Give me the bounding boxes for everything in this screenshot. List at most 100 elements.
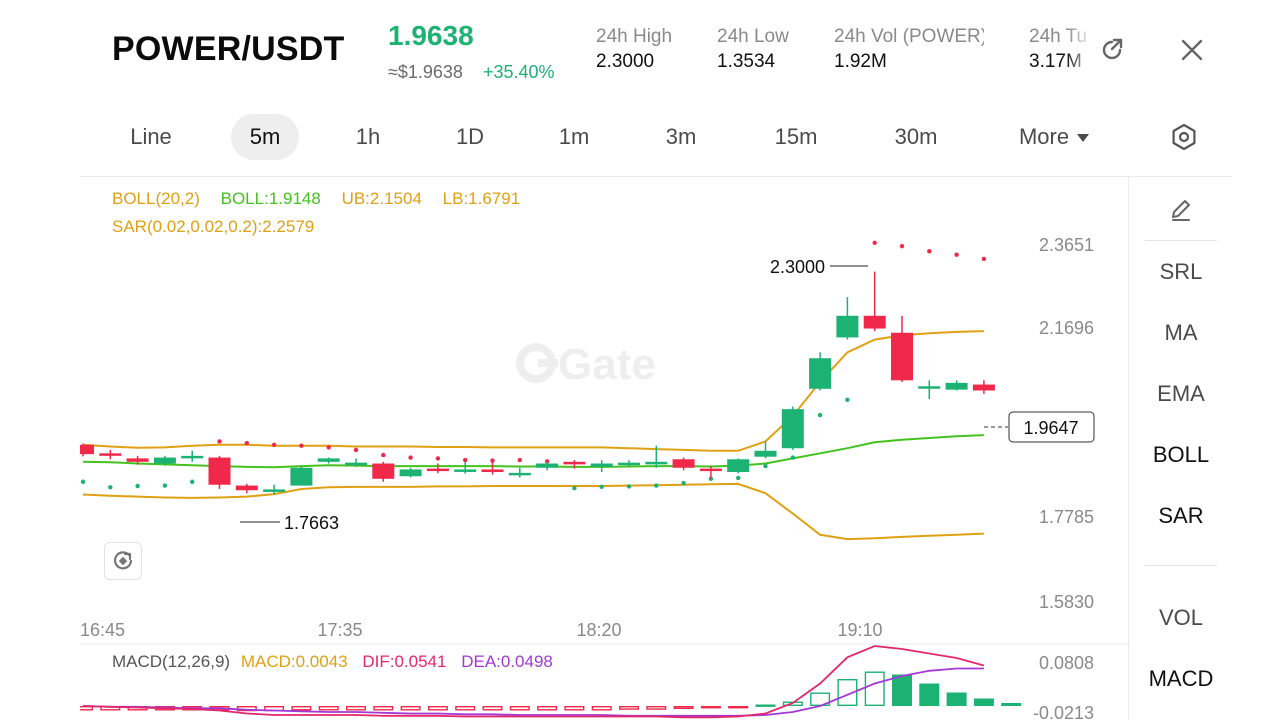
candle-body	[426, 468, 449, 472]
sar-dot	[817, 412, 823, 418]
dif-value: DIF:0.0541	[362, 652, 447, 671]
macd-bar	[946, 692, 967, 706]
candle-body	[153, 457, 176, 464]
settings-hexagon-icon	[1172, 123, 1196, 151]
chart-reset-button[interactable]	[104, 542, 142, 580]
boll-lines	[82, 330, 984, 541]
stat-label: 24h Vol (POWER)	[834, 26, 984, 47]
macd-value: MACD:0.0043	[240, 652, 348, 671]
indicator-vol[interactable]: VOL	[1158, 605, 1204, 630]
macd-bar	[755, 704, 776, 707]
sar-dot	[845, 397, 850, 403]
share-button[interactable]	[1094, 32, 1130, 68]
sar-dot	[435, 456, 441, 461]
sar-dot	[190, 479, 195, 484]
indicator-ema[interactable]: EMA	[1157, 381, 1205, 406]
timeframe-bar: Line 5m 1h 1D 1m 3m 15m 30m More	[0, 108, 1280, 166]
stat-label: 24h Low	[717, 26, 789, 47]
candle-body	[508, 472, 531, 476]
last-price-marker: 1.9647	[984, 411, 1095, 443]
tab-30m[interactable]: 30m	[894, 124, 938, 149]
market-header: POWER/USDT 1.9638 ≈$1.9638 +35.40% 24h H…	[0, 0, 1280, 100]
candle-body	[590, 463, 613, 467]
candle-body	[891, 332, 913, 381]
candle-body	[863, 315, 886, 329]
high-annotation: 2.3000	[770, 257, 868, 277]
chart-settings-button[interactable]	[1166, 119, 1202, 155]
price-change: +35.40%	[483, 62, 555, 82]
sar-value: SAR(0.02,0.02,0.2):2.2579	[112, 217, 315, 236]
tab-15m[interactable]: 15m	[774, 124, 818, 149]
price-usd: ≈$1.9638	[388, 62, 463, 82]
sar-dot	[681, 480, 686, 486]
sar-dot	[490, 458, 495, 463]
stat-value: 1.92M	[834, 51, 887, 72]
close-button[interactable]	[1174, 32, 1210, 68]
sar-dot	[763, 463, 768, 469]
candle-body	[836, 315, 859, 338]
tab-1d[interactable]: 1D	[455, 124, 485, 149]
price-chart[interactable]: Gate 2.3651 2.1696 1.7785 1.5830 16:45 1…	[72, 177, 1130, 720]
indicator-boll[interactable]: BOLL	[1152, 442, 1210, 467]
sar-dot	[981, 256, 987, 262]
macd-bar	[591, 706, 612, 711]
tab-3m[interactable]: 3m	[665, 124, 697, 149]
watermark-text: Gate	[558, 340, 656, 389]
candle-body	[781, 409, 804, 449]
boll-lower-value: LB:1.6791	[442, 189, 521, 208]
candle-body	[809, 358, 832, 389]
x-tick: 17:35	[317, 620, 362, 640]
candle-body	[345, 462, 367, 466]
candle-body	[699, 468, 722, 472]
caret-down-icon	[1077, 134, 1090, 142]
macd-bar	[346, 706, 367, 711]
x-tick: 18:20	[576, 620, 621, 640]
indicator-srl[interactable]: SRL	[1159, 259, 1203, 284]
share-icon	[1102, 38, 1123, 60]
tab-line[interactable]: Line	[130, 124, 172, 149]
sar-dot	[408, 455, 413, 460]
candle-body	[72, 444, 94, 455]
macd-bar	[427, 706, 448, 711]
sar-dot	[927, 249, 932, 254]
x-tick: 16:45	[80, 620, 125, 640]
last-price: 1.9638	[388, 20, 474, 51]
macd-bar	[864, 671, 885, 707]
chart-area[interactable]: Gate 2.3651 2.1696 1.7785 1.5830 16:45 1…	[72, 176, 1130, 720]
boll-legend: BOLL(20,2) BOLL:1.9148 UB:2.1504 LB:1.67…	[112, 189, 536, 209]
indicator-sar[interactable]: SAR	[1158, 503, 1204, 528]
indicator-macd[interactable]: MACD	[1148, 666, 1214, 691]
candle-body	[972, 384, 995, 391]
candle-body	[918, 386, 941, 389]
tab-1h[interactable]: 1h	[355, 124, 381, 149]
low-annotation: 1.7663	[240, 513, 339, 533]
draw-tool-button[interactable]	[1129, 197, 1233, 229]
sar-dot	[517, 457, 522, 463]
sar-dot	[162, 483, 168, 488]
tab-5m[interactable]: 5m	[231, 114, 299, 160]
sar-dot	[790, 455, 795, 460]
candle-body	[235, 485, 258, 491]
tab-1m[interactable]: 1m	[558, 124, 590, 149]
macd-bar	[509, 706, 530, 711]
indicator-ma[interactable]: MA	[1164, 320, 1198, 345]
boll-upper-line	[82, 330, 984, 452]
candle-body	[208, 457, 231, 485]
stat-24h-low: 24h Low 1.3534	[717, 26, 867, 73]
sar-dot	[654, 483, 659, 488]
macd-bar	[728, 706, 749, 709]
macd-bar	[646, 706, 667, 710]
candles	[72, 271, 995, 495]
tab-more[interactable]: More	[1006, 114, 1102, 160]
more-label: More	[1018, 124, 1070, 149]
sar-dot	[544, 459, 550, 464]
stat-24h-high: 24h High 2.3000	[596, 26, 746, 73]
sar-legend: SAR(0.02,0.02,0.2):2.2579	[112, 217, 330, 237]
stat-value: 1.3534	[717, 51, 776, 72]
candle-body	[263, 489, 286, 492]
macd-bar	[1001, 703, 1022, 706]
y-tick: 1.7785	[1039, 507, 1094, 527]
y-tick: 1.5830	[1039, 592, 1094, 612]
macd-bar	[537, 706, 558, 711]
sar-dot	[80, 479, 86, 484]
